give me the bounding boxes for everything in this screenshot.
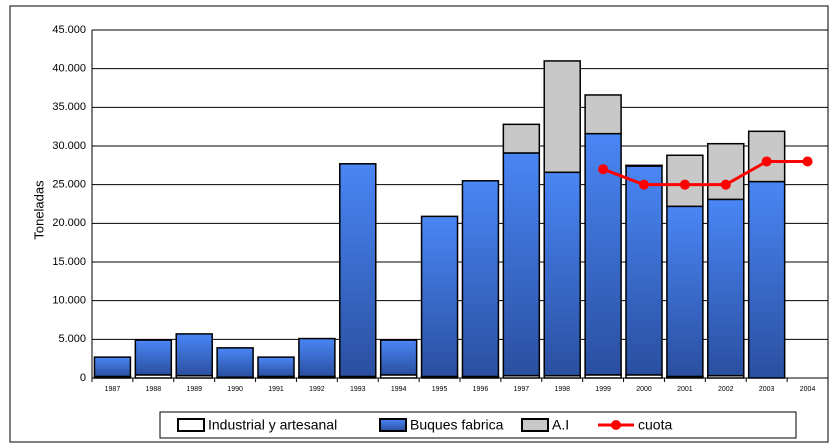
x-tick-label: 1988 [146,386,162,393]
bar-segment [543,171,581,377]
bar-segment [134,339,173,376]
y-tick-label: 0 [80,372,86,384]
legend-box [159,411,797,439]
x-tick-label: 1990 [227,386,243,393]
y-tick-label: 25.000 [52,179,86,191]
x-tick-label: 1999 [595,386,611,393]
x-tick-label: 1995 [432,386,448,393]
y-axis-label: Toneladas [31,180,46,240]
line-point [720,179,731,190]
legend-swatch [521,418,549,432]
line-point [679,179,690,190]
y-tick-label: 5.000 [58,333,86,345]
y-tick-label: 15.000 [52,256,86,268]
x-tick-label: 2004 [800,386,816,393]
x-tick-label: 1992 [309,386,325,393]
bar-segment [747,130,786,183]
y-tick-label: 40.000 [52,63,86,75]
legend-label: Industrial y artesanal [208,417,337,433]
frame [9,5,829,443]
x-tick-label: 1993 [350,386,366,393]
bar-segment [175,333,213,377]
x-tick-label: 2003 [759,386,775,393]
x-tick-label: 1997 [514,386,530,393]
y-tick-label: 30.000 [52,140,86,152]
y-tick-label: 45.000 [52,24,86,36]
bar-segment [502,123,541,154]
bar-segment [666,205,704,378]
bar-segment [216,347,254,378]
x-tick-label: 2001 [677,386,693,393]
legend-swatch [379,418,407,432]
legend-label: cuota [638,417,672,433]
x-tick-label: 1996 [473,386,489,393]
legend-label: A.I [552,417,569,433]
x-tick-label: 1998 [554,386,570,393]
x-tick-label: 1991 [268,386,284,393]
bar-segment [707,198,745,377]
bar-segment [93,356,132,378]
line-point [761,156,772,167]
line [602,159,808,187]
bar-segment [379,339,418,376]
bar-segment [625,165,663,376]
x-tick-label: 1987 [105,386,121,393]
line-point [802,156,813,167]
bar-segment [461,180,500,378]
legend-label: Buques fabrica [410,417,504,433]
bar-segment [747,180,786,379]
bar-segment [257,356,295,378]
bar-segment [543,60,581,174]
y-tick-label: 10.000 [52,295,86,307]
legend-swatch [611,420,621,430]
x-tick-label: 2000 [636,386,652,393]
legend-swatch [177,418,205,432]
line-point [598,164,609,175]
y-tick-label: 20.000 [52,217,86,229]
bar-segment [298,337,336,378]
bar-segment [707,142,745,201]
bar-segment [502,152,541,377]
x-tick-label: 1994 [391,386,407,393]
x-tick-label: 2002 [718,386,734,393]
line-point [639,179,649,190]
bar-segment [420,215,459,378]
bar-segment [584,94,622,135]
bar-segment [625,164,663,167]
y-tick-label: 35.000 [52,101,86,113]
x-tick-label: 1989 [186,386,202,393]
bar-segment [339,163,377,378]
